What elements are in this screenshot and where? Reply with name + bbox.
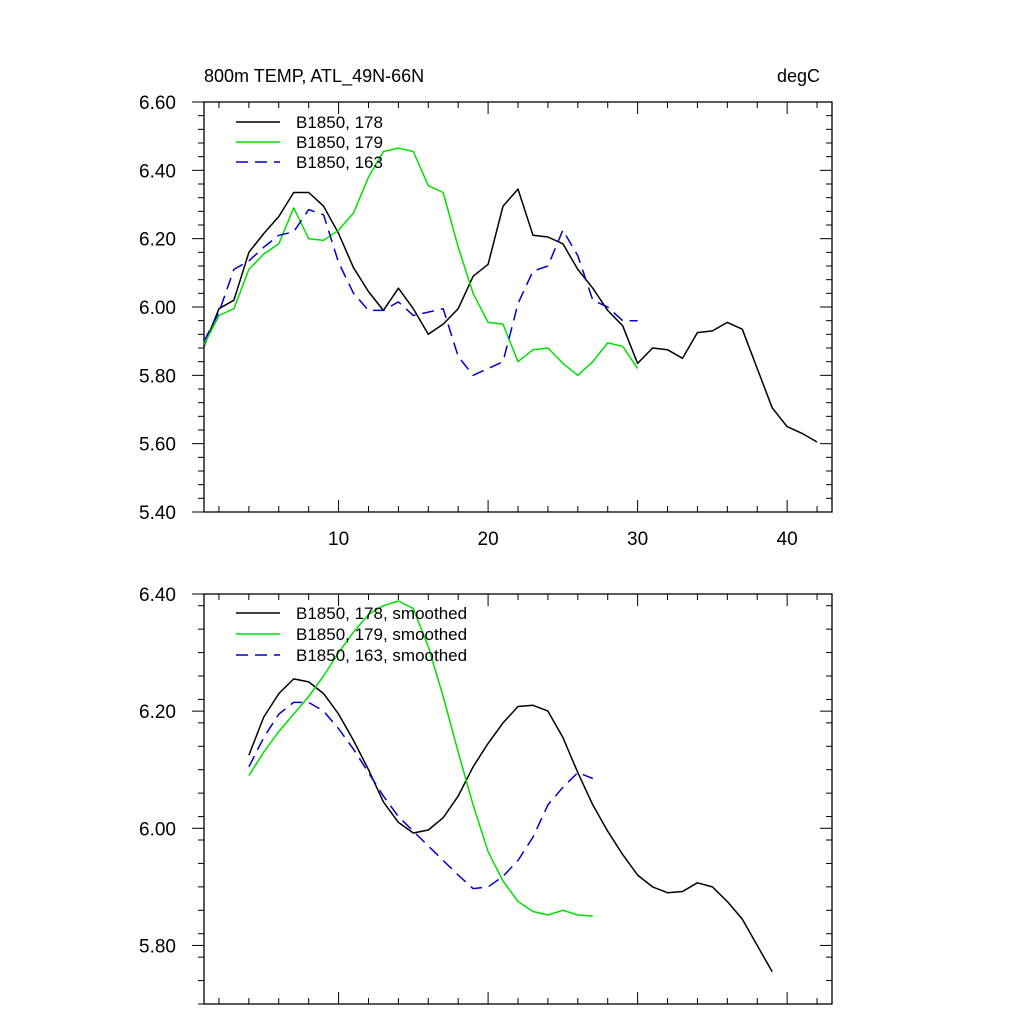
legend-label: B1850, 179 [296, 133, 383, 152]
top-panel: 800m TEMP, ATL_49N-66N degC 10 20 30 40 5.40… [139, 66, 833, 550]
y-tick-label: 5.60 [139, 435, 176, 456]
top-panel-title-right: degC [777, 66, 820, 86]
legend-label: B1850, 178, smoothed [296, 604, 467, 623]
legend-label: B1850, 163, smoothed [296, 646, 467, 665]
top-panel-title-left: 800m TEMP, ATL_49N-66N [204, 66, 424, 87]
bottom-panel: 5.80 6.00 6.20 6.40 B1850, 178, smoothed B1… [139, 585, 833, 1005]
series-line-b1850-178-smoothed [248, 678, 773, 973]
y-tick-label: 6.20 [139, 230, 176, 251]
legend-label: B1850, 179, smoothed [296, 625, 467, 644]
legend-entry: B1850, 163, smoothed [236, 646, 467, 665]
series-line-b1850-163 [203, 208, 638, 377]
x-tick-label: 40 [777, 529, 798, 550]
y-tick-label: 6.40 [139, 161, 176, 182]
y-tick-label: 5.80 [139, 366, 176, 387]
top-panel-series [203, 147, 818, 443]
series-line-b1850-178 [203, 188, 818, 443]
series-line-b1850-179-smoothed [248, 600, 593, 917]
legend-entry: B1850, 179, smoothed [236, 625, 467, 644]
x-tick-label: 10 [328, 529, 349, 550]
legend-entry: B1850, 178, smoothed [236, 604, 467, 623]
y-tick-label: 6.00 [139, 819, 176, 840]
y-tick-label: 5.80 [139, 936, 176, 957]
bottom-panel-tick-labels: 5.80 6.00 6.20 6.40 [139, 585, 176, 957]
legend-label: B1850, 163 [296, 153, 383, 172]
series-line-b1850-163-smoothed [248, 701, 594, 890]
y-tick-label: 6.60 [139, 93, 176, 114]
series-line-b1850-179 [203, 147, 639, 377]
y-tick-label: 6.40 [139, 585, 176, 606]
y-tick-label: 6.20 [139, 702, 176, 723]
bottom-panel-ticks [192, 593, 832, 1005]
top-panel-legend: B1850, 178 B1850, 179 B1850, 163 [236, 113, 383, 172]
y-tick-label: 6.00 [139, 298, 176, 319]
top-panel-ticks [192, 101, 832, 513]
top-panel-tick-labels: 10 20 30 40 5.40 5.60 5.80 6.00 6.20 6.40 6.60 [139, 93, 798, 550]
bottom-panel-series [248, 600, 773, 973]
legend-entry: B1850, 178 [236, 113, 383, 132]
legend-label: B1850, 178 [296, 113, 383, 132]
x-tick-label: 20 [478, 529, 499, 550]
bottom-panel-legend: B1850, 178, smoothed B1850, 179, smoothe… [236, 604, 467, 665]
x-tick-label: 30 [627, 529, 648, 550]
y-tick-label: 5.40 [139, 503, 176, 524]
legend-entry: B1850, 163 [236, 153, 383, 172]
legend-entry: B1850, 179 [236, 133, 383, 152]
